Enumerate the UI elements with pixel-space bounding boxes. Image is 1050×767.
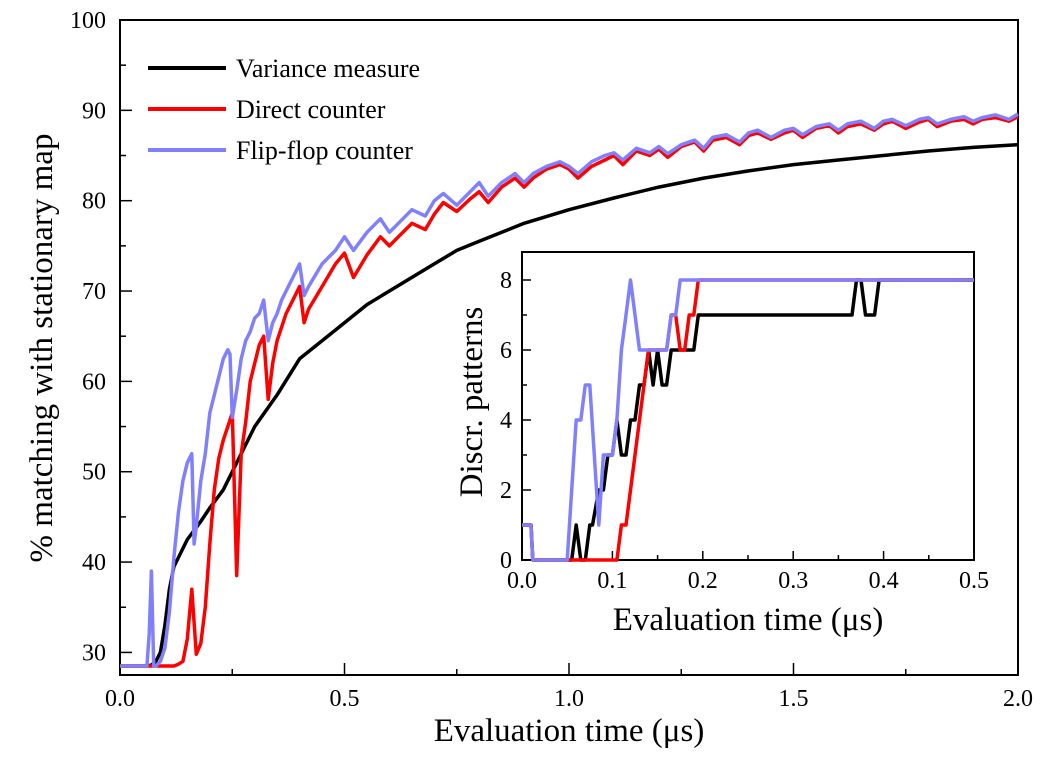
main-y-tick-label: 50 <box>82 460 106 486</box>
inset-y-tick-label: 4 <box>500 408 512 434</box>
inset-series <box>522 278 974 562</box>
inset-x-tick-label: 0.0 <box>507 568 537 594</box>
main-series-flip-flop-counter <box>120 112 1019 668</box>
legend-label-variance-measure: Variance measure <box>236 54 420 83</box>
inset-series-variance-measure <box>522 278 974 562</box>
main-y-tick-label: 30 <box>82 640 106 666</box>
inset-x-tick-label: 0.5 <box>959 568 989 594</box>
inset-ticks: 0.0 0.1 0.2 0.3 0.4 0.5 0 2 4 6 8 <box>500 268 989 594</box>
legend-label-direct-counter: Direct counter <box>236 95 386 124</box>
inset-y-axis-title: Discr. patterns <box>454 307 490 498</box>
inset-y-tick-label: 8 <box>500 268 512 294</box>
main-x-axis-title: Evaluation time (μs) <box>434 713 705 749</box>
legend: Variance measure Direct counter Flip-flop … <box>148 54 420 165</box>
main-x-tick-label: 1.5 <box>779 686 809 712</box>
main-y-tick-label: 90 <box>82 98 106 124</box>
inset-y-tick-label: 2 <box>500 478 512 504</box>
inset-x-axis-title: Evaluation time (μs) <box>613 602 884 638</box>
main-y-axis-title: % matching with stationary map <box>24 134 60 563</box>
main-y-tick-label: 60 <box>82 369 106 395</box>
main-y-tick-label: 40 <box>82 550 106 576</box>
main-x-tick-label: 0.0 <box>105 686 135 712</box>
inset-series-flip-flop-counter <box>522 278 974 562</box>
main-series-direct-counter <box>120 115 1019 668</box>
main-x-tick-label: 0.5 <box>330 686 360 712</box>
inset-x-tick-label: 0.1 <box>597 568 627 594</box>
legend-label-flip-flop-counter: Flip-flop counter <box>236 136 413 165</box>
main-y-tick-label: 80 <box>82 189 106 215</box>
inset-x-tick-label: 0.3 <box>778 568 808 594</box>
inset-chart: 0.0 0.1 0.2 0.3 0.4 0.5 0 2 4 6 8 Evaluation time … <box>454 251 989 638</box>
inset-y-tick-label: 6 <box>500 338 512 364</box>
inset-x-tick-label: 0.2 <box>688 568 718 594</box>
main-x-tick-label: 1.0 <box>554 686 584 712</box>
main-y-tick-label: 70 <box>82 279 106 305</box>
main-series <box>120 112 1019 668</box>
main-x-tick-label: 2.0 <box>1003 686 1033 712</box>
inset-y-tick-label: 0 <box>500 548 512 574</box>
main-series-variance-measure <box>120 142 1019 668</box>
inset-x-tick-label: 0.4 <box>869 568 899 594</box>
main-y-tick-label: 100 <box>70 8 106 34</box>
